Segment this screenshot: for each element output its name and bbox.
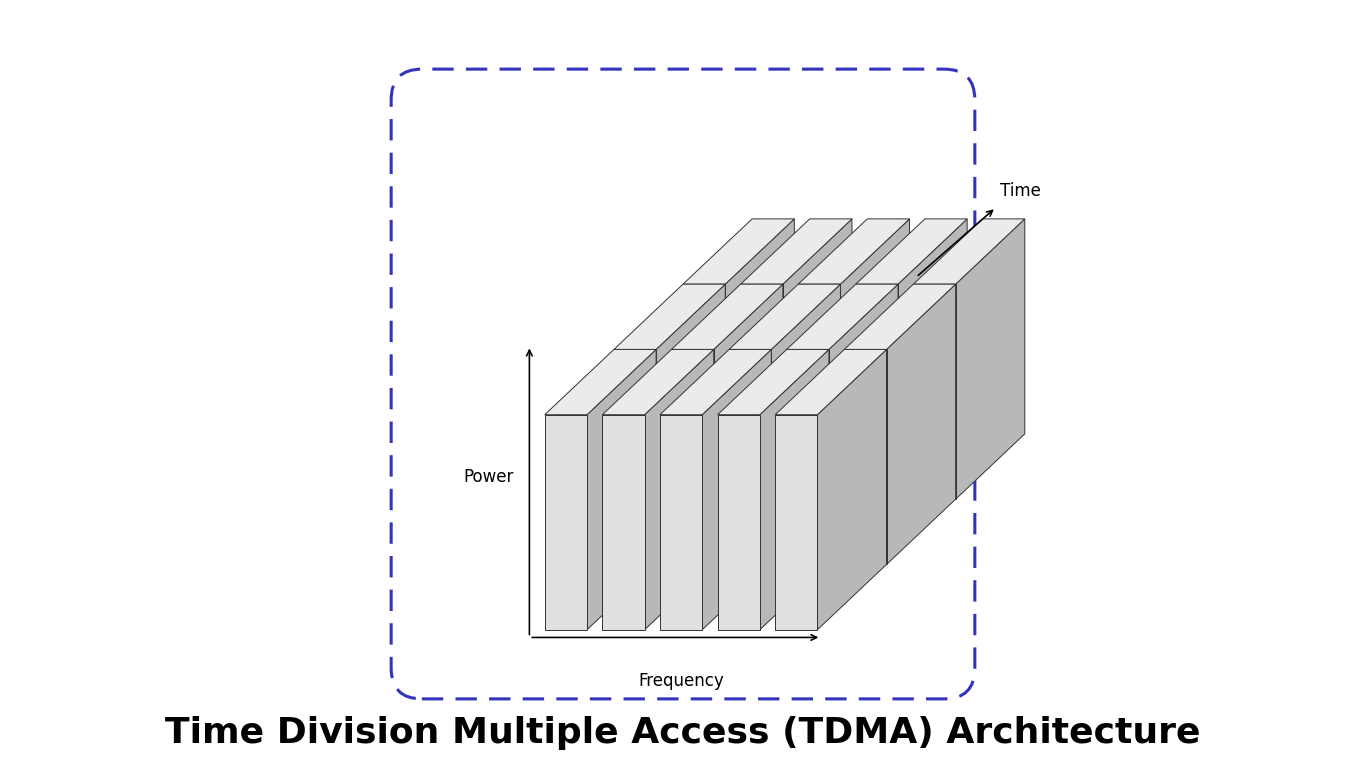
Polygon shape	[729, 284, 840, 349]
Polygon shape	[787, 349, 829, 564]
Polygon shape	[783, 219, 852, 499]
Polygon shape	[602, 349, 713, 415]
Polygon shape	[613, 349, 656, 564]
Polygon shape	[672, 284, 783, 349]
Polygon shape	[897, 219, 967, 499]
Polygon shape	[856, 219, 967, 284]
Polygon shape	[740, 284, 783, 499]
Polygon shape	[683, 219, 795, 284]
Polygon shape	[772, 284, 840, 564]
Polygon shape	[729, 349, 772, 564]
Polygon shape	[683, 284, 725, 499]
Polygon shape	[645, 349, 713, 630]
Polygon shape	[844, 284, 956, 349]
Text: Time: Time	[1000, 182, 1041, 200]
Polygon shape	[956, 219, 1024, 499]
Text: Time Division Multiple Access (TDMA) Architecture: Time Division Multiple Access (TDMA) Arc…	[165, 717, 1201, 750]
Polygon shape	[713, 284, 783, 564]
Polygon shape	[702, 349, 772, 630]
Polygon shape	[656, 284, 725, 564]
Polygon shape	[613, 284, 725, 349]
Polygon shape	[545, 415, 587, 630]
Polygon shape	[545, 349, 656, 415]
Polygon shape	[817, 349, 887, 630]
Polygon shape	[587, 349, 656, 630]
Polygon shape	[725, 219, 795, 499]
Text: Frequency: Frequency	[638, 672, 724, 690]
Polygon shape	[844, 349, 887, 564]
Polygon shape	[602, 415, 645, 630]
Polygon shape	[798, 219, 910, 284]
Polygon shape	[717, 349, 829, 415]
Polygon shape	[775, 349, 887, 415]
Polygon shape	[840, 219, 910, 499]
Polygon shape	[672, 349, 713, 564]
Polygon shape	[660, 415, 702, 630]
Polygon shape	[660, 349, 772, 415]
Polygon shape	[914, 219, 1024, 284]
Polygon shape	[856, 284, 897, 499]
Polygon shape	[740, 219, 852, 284]
Polygon shape	[759, 349, 829, 630]
Polygon shape	[798, 284, 840, 499]
Text: Power: Power	[463, 468, 514, 486]
Polygon shape	[717, 415, 759, 630]
Polygon shape	[787, 284, 897, 349]
FancyBboxPatch shape	[391, 69, 975, 699]
Polygon shape	[829, 284, 897, 564]
Polygon shape	[887, 284, 956, 564]
Polygon shape	[775, 415, 817, 630]
Polygon shape	[914, 284, 956, 499]
